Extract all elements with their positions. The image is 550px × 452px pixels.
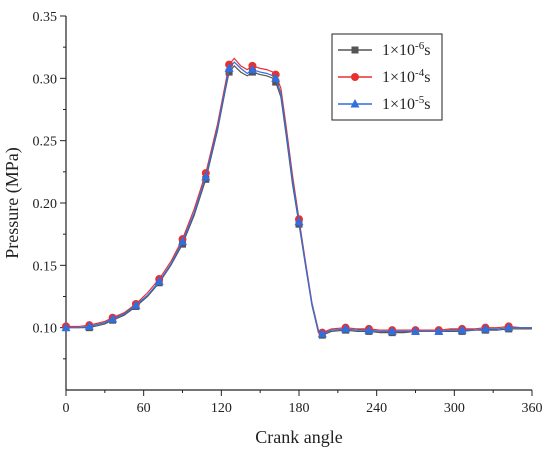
data-point <box>434 326 444 335</box>
legend-entry: 1×10-5s <box>338 94 430 113</box>
data-point <box>294 216 304 226</box>
data-point <box>247 64 257 74</box>
y-tick-label: 0.30 <box>33 72 58 87</box>
x-tick-label: 360 <box>522 401 543 416</box>
legend-label: 1×10-6s <box>382 40 430 59</box>
y-tick-label: 0.35 <box>33 10 58 25</box>
legend-marker <box>351 46 359 54</box>
axes: 0 60 120 180 240 300 360 0.10 0.15 0.20 0.25 0.30 0.… <box>33 10 543 416</box>
y-tick-label: 0.15 <box>33 259 58 274</box>
data-point <box>480 323 490 333</box>
legend: 1×10-6s 1×10-4s 1×10-5s <box>331 33 443 121</box>
data-point <box>271 73 281 82</box>
data-point <box>108 313 118 323</box>
data-point <box>178 236 187 246</box>
legend-entry: 1×10-6s <box>338 40 430 59</box>
y-axis-title: Pressure (MPa) <box>2 147 23 258</box>
y-tick-label: 0.25 <box>33 135 58 150</box>
legend-label: 1×10-5s <box>382 94 430 113</box>
data-point <box>317 328 327 338</box>
legend-entry: 1×10-4s <box>338 67 430 86</box>
x-axis-title: Crank angle <box>255 427 342 447</box>
y-tick-label: 0.10 <box>33 322 58 337</box>
data-point <box>341 323 351 333</box>
series-layer <box>61 57 532 339</box>
x-tick-label: 120 <box>211 401 232 416</box>
series-square <box>62 64 532 339</box>
x-tick-label: 240 <box>366 401 387 416</box>
x-tick-label: 180 <box>289 401 310 416</box>
data-point <box>61 322 71 332</box>
series-line <box>66 57 532 334</box>
series-circle <box>62 57 532 337</box>
data-point <box>387 326 397 335</box>
series-line <box>66 64 532 336</box>
x-tick-label: 60 <box>137 401 151 416</box>
data-point <box>154 276 164 286</box>
data-point <box>84 321 94 330</box>
legend-marker <box>351 73 359 81</box>
data-point <box>272 78 280 86</box>
data-point <box>457 325 467 334</box>
data-point <box>504 322 514 332</box>
data-point <box>411 326 420 335</box>
series-line <box>66 61 532 335</box>
data-point <box>224 63 234 72</box>
x-tick-label: 300 <box>444 401 465 416</box>
legend-label: 1×10-4s <box>382 67 430 86</box>
data-point <box>225 68 233 76</box>
x-tick-label: 0 <box>63 401 70 416</box>
data-point <box>364 325 374 334</box>
y-tick-label: 0.20 <box>33 197 58 212</box>
legend-marker <box>350 99 360 108</box>
series-triangle <box>61 61 532 338</box>
data-point <box>131 300 141 309</box>
data-point <box>201 171 211 181</box>
